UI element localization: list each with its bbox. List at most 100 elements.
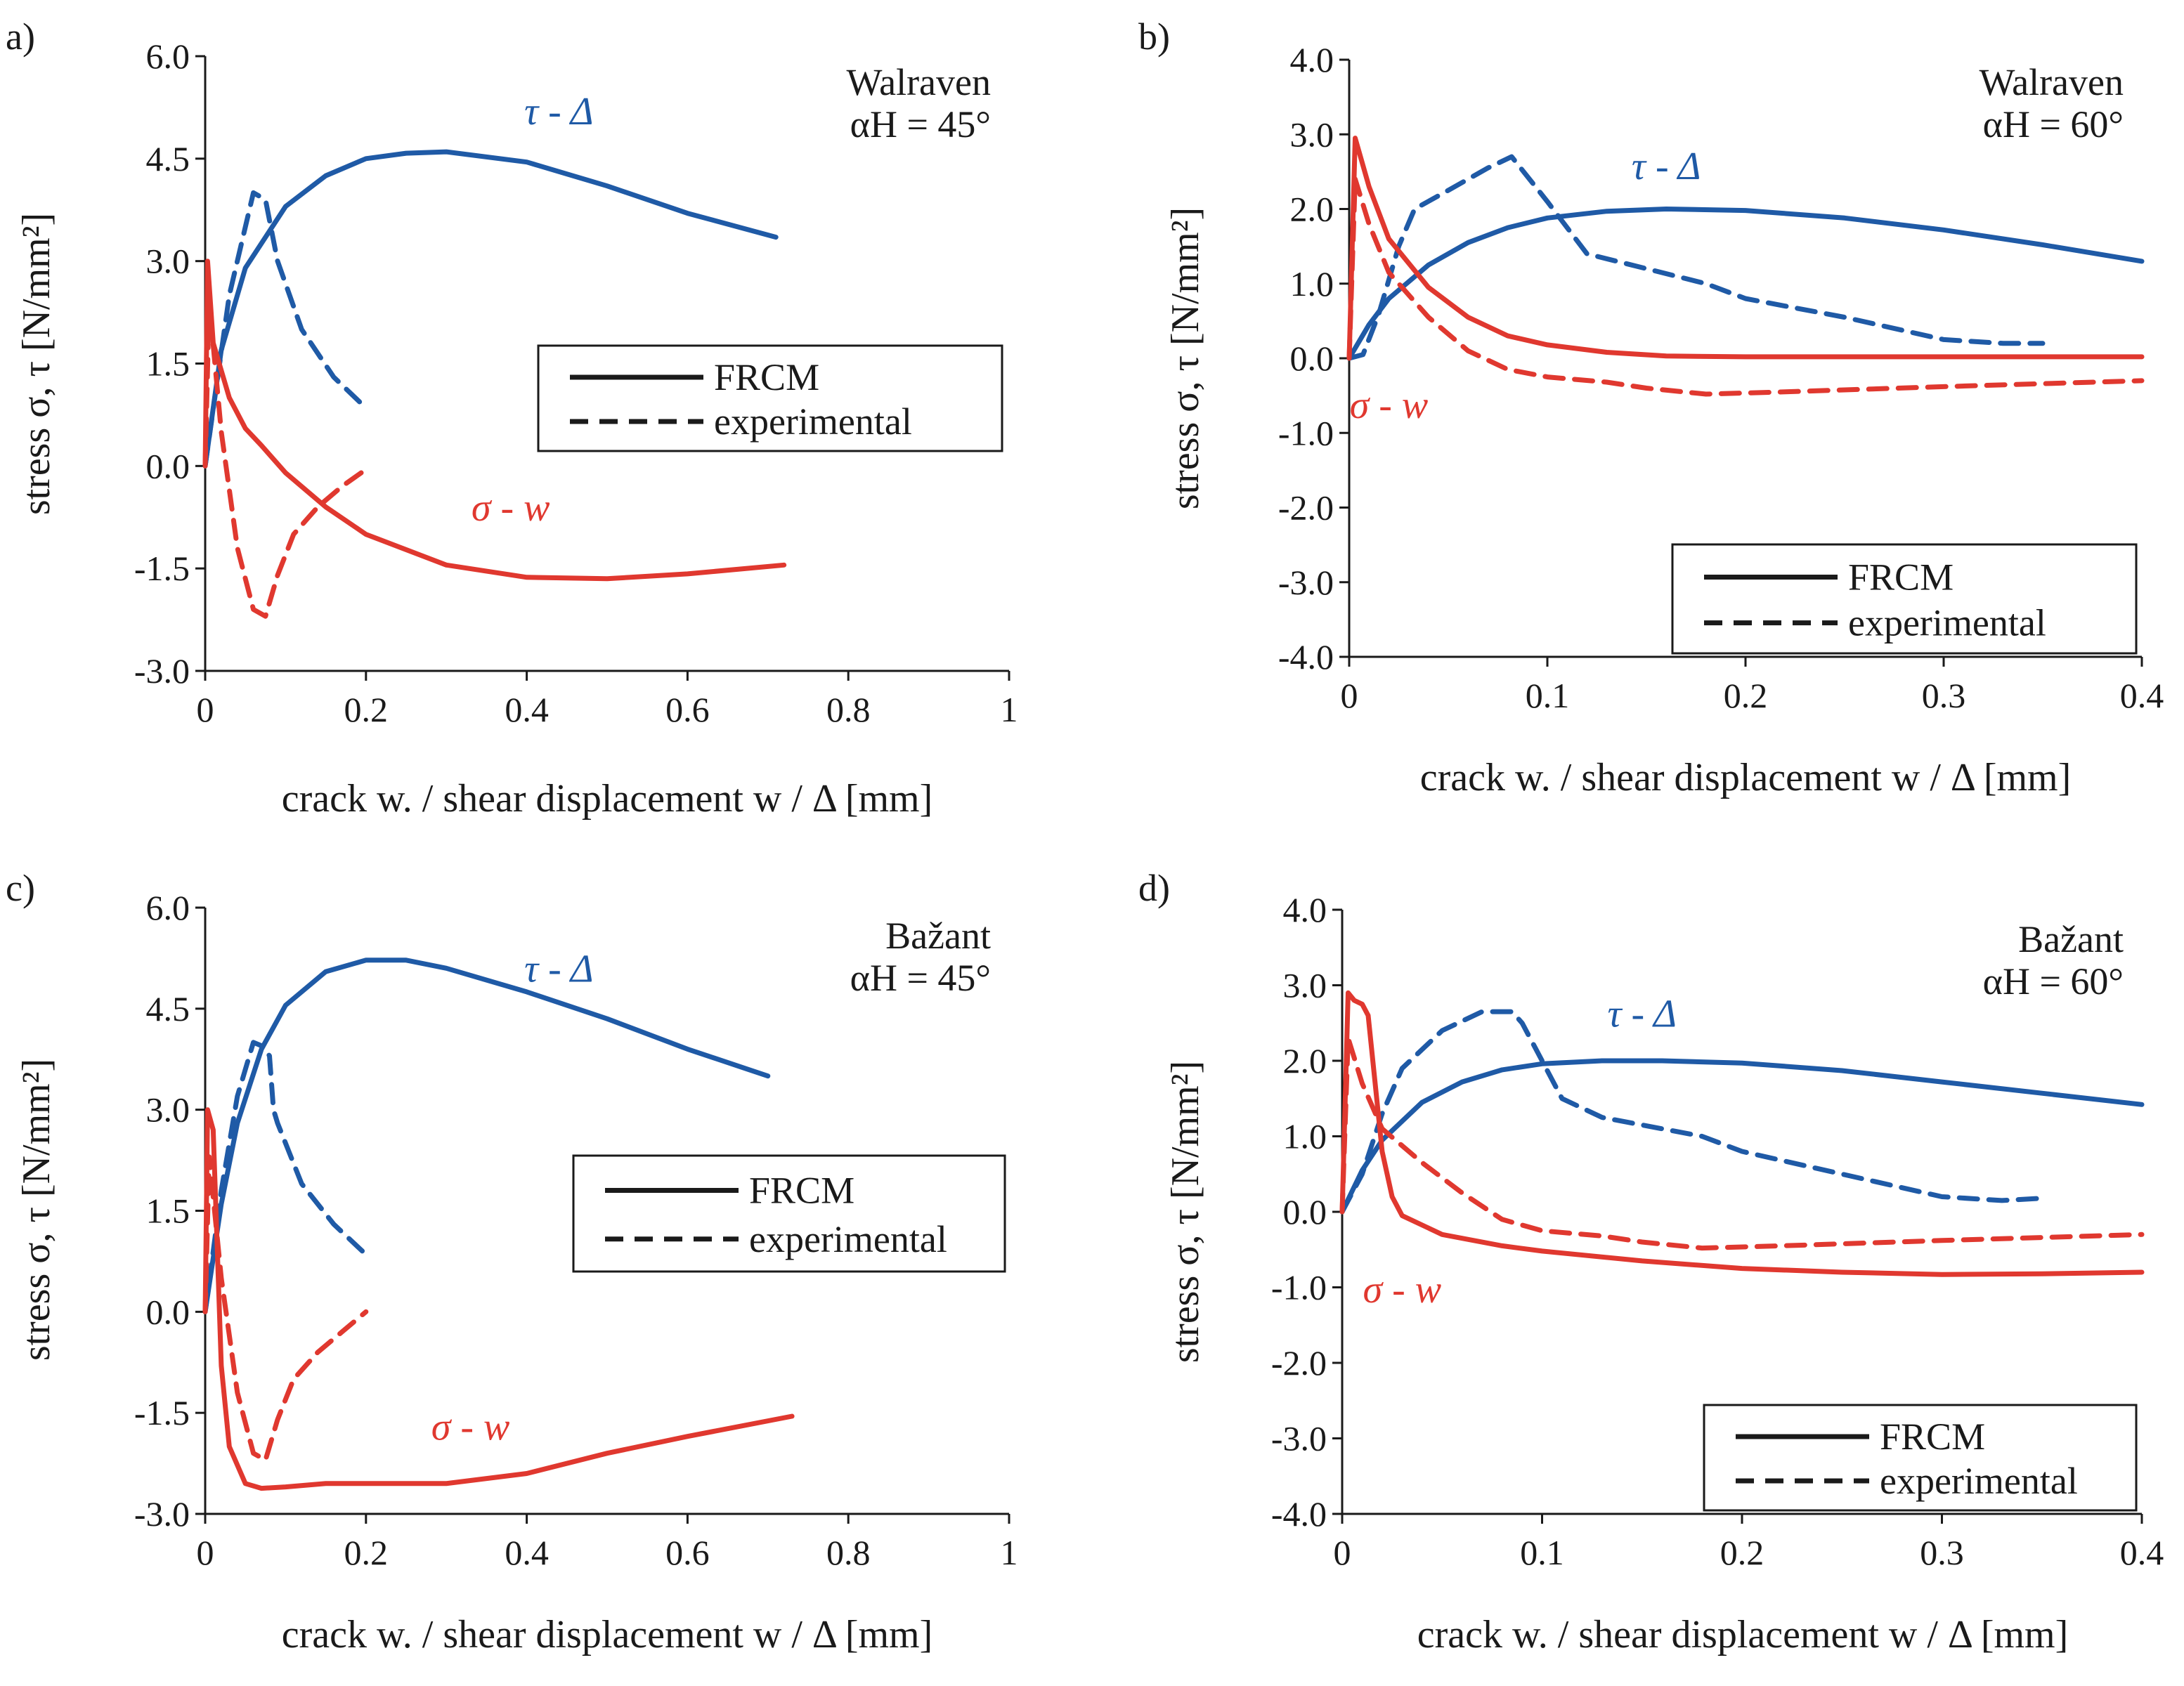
y-tick-label: -3.0: [134, 1494, 190, 1534]
series-line-sigma-dashed: [202, 299, 369, 619]
y-tick-label: 3.0: [146, 1090, 190, 1130]
x-tick-label: 0.1: [1520, 1533, 1564, 1572]
y-tick-label: -1.5: [134, 549, 190, 588]
y-tick-label: 1.5: [146, 1191, 190, 1231]
x-axis-title: crack w. / shear displacement w / Δ [mm]: [282, 777, 933, 821]
y-axis-title: stress σ, τ [N/mm²]: [15, 213, 58, 515]
x-tick-label: 0.8: [826, 690, 871, 729]
legend-box: [537, 344, 1003, 452]
legend-label: FRCM: [749, 1170, 854, 1212]
angle-annotation: αH = 45°: [850, 103, 991, 145]
x-tick-label: 0.6: [665, 690, 710, 729]
y-tick-label: -1.0: [1271, 1268, 1327, 1307]
model-annotation: Walraven: [1979, 61, 2124, 103]
y-tick-label: -3.0: [1278, 563, 1334, 602]
y-tick-label: -3.0: [1271, 1419, 1327, 1458]
y-tick-label: 6.0: [146, 888, 190, 927]
chart-panel-c: c) -3.0 -1.5 0.0 1.5 3.0 4.5 6.0 0 0.2 0.4 0.6 0.8 1 c…: [6, 867, 1018, 1656]
y-tick-label: 6.0: [146, 37, 190, 76]
y-tick-label: -1.0: [1278, 413, 1334, 452]
legend: FRCM experimental: [572, 1154, 1006, 1273]
series-line-tau-dashed: [202, 1040, 369, 1314]
y-tick-label: 3.0: [1283, 966, 1327, 1005]
legend-label: experimental: [1880, 1460, 2078, 1502]
y-tick-label: -4.0: [1278, 637, 1334, 677]
panel-label: d): [1138, 867, 1170, 909]
y-axis-title: stress σ, τ [N/mm²]: [1164, 207, 1207, 509]
y-tick-label: -1.5: [134, 1393, 190, 1432]
y-tick-label: -3.0: [134, 651, 190, 691]
series-line-sigma-dashed: [1346, 176, 2145, 397]
y-tick-label: 4.5: [146, 989, 190, 1028]
legend-box: [1671, 543, 2138, 655]
legend-label: experimental: [749, 1218, 947, 1260]
tau-curve-label: τ - Δ: [524, 947, 594, 991]
panel-label: c): [6, 867, 35, 909]
series-line-tau-solid: [202, 958, 771, 1314]
sigma-curve-label: σ - w: [431, 1406, 510, 1449]
x-tick-label: 1: [1001, 690, 1018, 729]
series-line-tau-dashed: [1339, 1009, 2045, 1215]
sigma-curve-label: σ - w: [1363, 1268, 1442, 1312]
x-tick-label: 0.8: [826, 1533, 871, 1572]
legend-label: FRCM: [1848, 556, 1954, 599]
y-tick-label: 0.0: [1283, 1192, 1327, 1231]
x-tick-label: 0.4: [2120, 676, 2164, 715]
legend-label: experimental: [1848, 602, 2046, 644]
chart-panel-a: a) -3.0 -1.5 0.0 1.5 3.0 4.5 6.0 0 0.2 0.4 0.6 0.8 1 c…: [6, 15, 1018, 821]
x-axis-title: crack w. / shear displacement w / Δ [mm]: [282, 1613, 933, 1656]
x-tick-label: 0.2: [344, 1533, 389, 1572]
x-tick-label: 0: [197, 1533, 214, 1572]
x-tick-label: 0.4: [2120, 1533, 2164, 1572]
y-tick-label: 0.0: [146, 446, 190, 485]
series-line-tau-dashed: [202, 190, 369, 469]
x-tick-label: 0.3: [1920, 1533, 1964, 1572]
tau-curve-label: τ - Δ: [1632, 145, 1701, 188]
series-line-tau-solid: [1346, 207, 2145, 361]
legend-label: experimental: [714, 400, 912, 443]
y-tick-label: 4.5: [146, 139, 190, 178]
y-tick-label: 0.0: [146, 1292, 190, 1331]
x-tick-label: 0.3: [1922, 676, 1966, 715]
series-line-tau-solid: [202, 149, 779, 469]
x-tick-label: 0.2: [344, 690, 389, 729]
x-tick-label: 0.2: [1720, 1533, 1764, 1572]
series-line-sigma-solid: [1346, 136, 2145, 361]
sigma-curve-label: σ - w: [1350, 384, 1429, 427]
series-line-tau-solid: [1339, 1058, 2145, 1215]
panel-label: a): [6, 15, 35, 58]
y-tick-label: 4.0: [1290, 40, 1334, 79]
legend-label: FRCM: [714, 356, 819, 398]
x-tick-label: 0.1: [1526, 676, 1570, 715]
y-axis-title: stress σ, τ [N/mm²]: [15, 1059, 58, 1361]
y-tick-label: 2.0: [1290, 190, 1334, 229]
y-tick-label: 0.0: [1290, 339, 1334, 378]
y-axis-title: stress σ, τ [N/mm²]: [1164, 1061, 1207, 1363]
chart-panel-d: d) -4.0 -3.0 -2.0 -1.0 0.0 1.0 2.0 3.0 4.0 0 0.1 0.2…: [1138, 867, 2164, 1656]
y-tick-label: 1.0: [1283, 1117, 1327, 1156]
y-tick-label: -4.0: [1271, 1494, 1327, 1534]
x-tick-label: 0: [197, 690, 214, 729]
series-line-sigma-dashed: [202, 1154, 369, 1463]
panel-label: b): [1138, 15, 1170, 58]
chart-panel-b: b) -4.0 -3.0 -2.0 -1.0 0.0 1.0 2.0 3.0 4.0 0 0.1 0.2…: [1138, 15, 2164, 799]
series-line-sigma-dashed: [1339, 1035, 2145, 1251]
x-tick-label: 0.6: [665, 1533, 710, 1572]
x-tick-label: 0: [1341, 676, 1358, 715]
series-line-sigma-solid: [1339, 990, 2145, 1277]
series-line-tau-dashed: [1346, 154, 2046, 361]
y-tick-label: 2.0: [1283, 1041, 1327, 1080]
model-annotation: Walraven: [846, 61, 991, 103]
model-annotation: Bažant: [885, 915, 991, 957]
legend-box: [572, 1154, 1006, 1273]
y-tick-label: 1.0: [1290, 264, 1334, 303]
y-tick-label: 3.0: [146, 242, 190, 281]
y-tick-label: 1.5: [146, 344, 190, 384]
x-axis-title: crack w. / shear displacement w / Δ [mm]: [1417, 1613, 2069, 1656]
x-tick-label: 0.2: [1724, 676, 1768, 715]
tau-curve-label: τ - Δ: [524, 90, 594, 133]
